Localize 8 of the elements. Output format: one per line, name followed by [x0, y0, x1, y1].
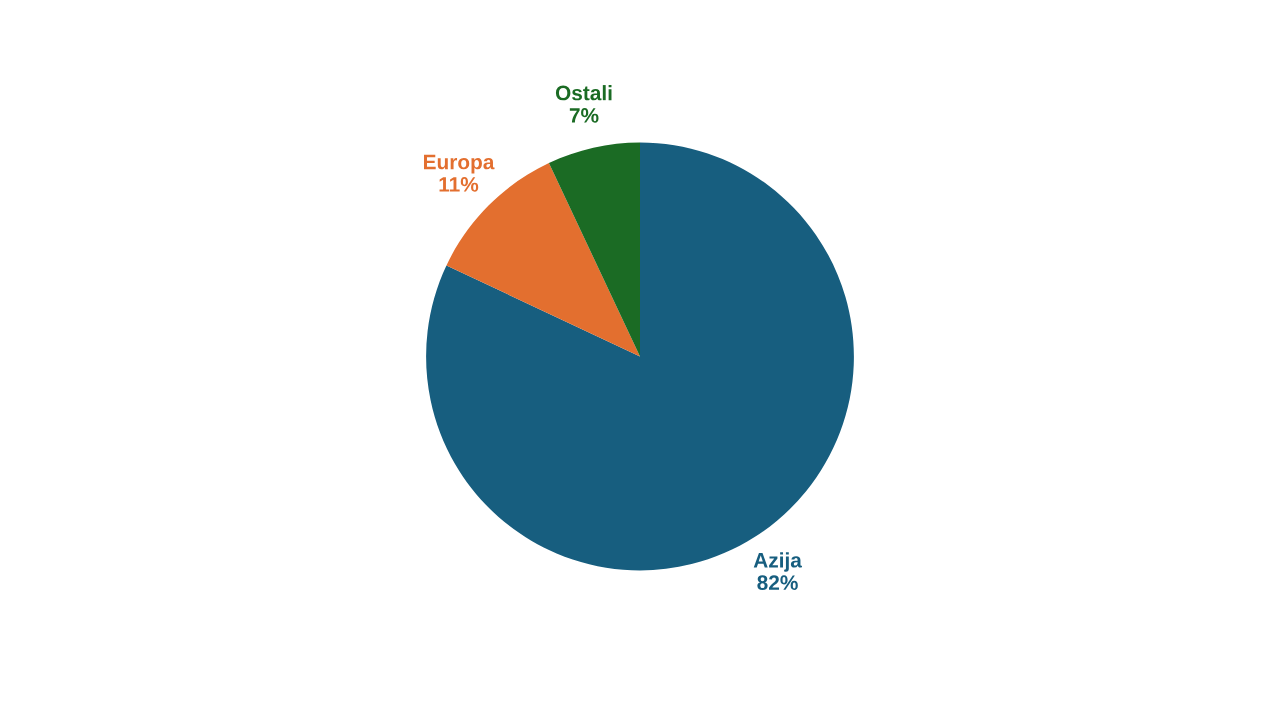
data-label: 11% [439, 177, 479, 192]
slice-label: Europa [424, 154, 495, 174]
pie-slice [426, 142, 854, 571]
slice-label: Ostali [555, 85, 612, 101]
data-label: 7% [569, 108, 599, 123]
data-label: 82% [757, 575, 798, 591]
slice-label: Azija [753, 552, 802, 572]
pie-slice [548, 142, 640, 357]
